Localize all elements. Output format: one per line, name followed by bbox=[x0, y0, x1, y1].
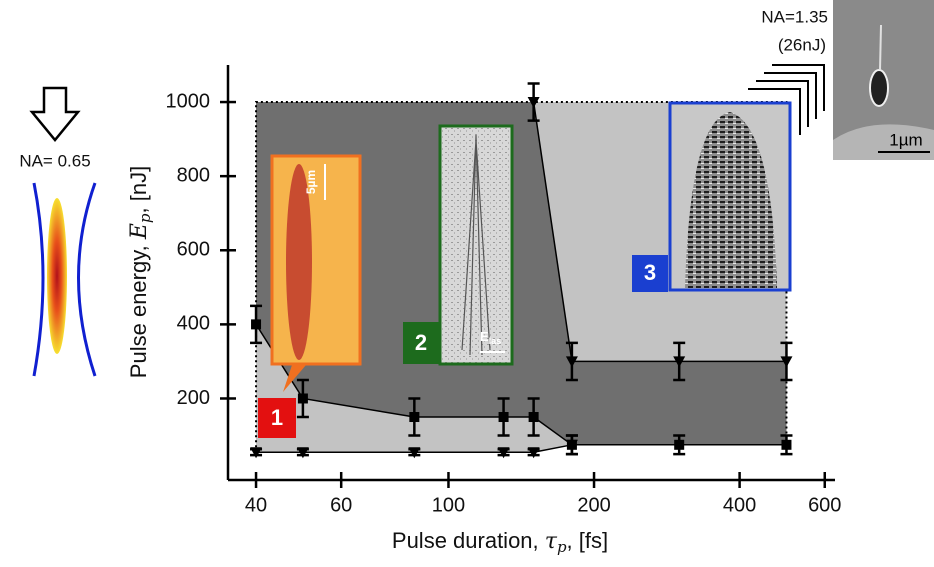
marker bbox=[498, 412, 509, 423]
sem-void bbox=[869, 69, 889, 107]
na-right: NA=1.35 bbox=[761, 7, 828, 26]
x-tick-label: 600 bbox=[808, 494, 841, 516]
x-tick-label: 60 bbox=[330, 494, 352, 516]
marker bbox=[250, 447, 263, 459]
scale-label: 5µm bbox=[304, 170, 318, 194]
x-axis-label: Pulse duration, τp, [fs] bbox=[392, 528, 608, 556]
region-badge bbox=[258, 398, 296, 438]
y-label-sub: p bbox=[136, 213, 154, 223]
marker bbox=[297, 393, 308, 404]
series-line bbox=[532, 101, 787, 363]
y-tick-label: 800 bbox=[177, 164, 210, 186]
marker bbox=[673, 356, 686, 368]
marker bbox=[296, 447, 309, 459]
y-label-unit: , [nJ] bbox=[126, 166, 151, 214]
region-label: 1 bbox=[271, 405, 283, 430]
region-label: 2 bbox=[415, 330, 427, 355]
x-tick-label: 40 bbox=[245, 494, 267, 516]
x-label-unit: , [fs] bbox=[567, 528, 609, 553]
arrow bbox=[29, 86, 81, 142]
y-axis-label: Pulse energy, Ep, [nJ] bbox=[126, 166, 154, 378]
marker bbox=[674, 439, 685, 450]
region-dark bbox=[256, 102, 787, 445]
beam-edge bbox=[77, 182, 97, 377]
y-tick-label: 600 bbox=[177, 239, 210, 261]
field-sub: las bbox=[489, 336, 502, 346]
marker bbox=[565, 356, 578, 368]
inset-2: 2 Elas bbox=[403, 124, 514, 366]
inset-image bbox=[438, 124, 514, 366]
y-tick-label: 400 bbox=[177, 313, 210, 335]
field-label: Elas bbox=[480, 329, 501, 346]
region-badge bbox=[403, 322, 440, 364]
marker bbox=[251, 319, 262, 330]
inset-3: 3 bbox=[632, 101, 792, 292]
scale-label: 1µm bbox=[889, 130, 922, 149]
marker bbox=[527, 97, 540, 109]
marker bbox=[408, 447, 421, 459]
y-label-symbol: E bbox=[127, 223, 152, 240]
marker bbox=[528, 412, 539, 423]
sem-channel bbox=[879, 24, 882, 71]
stack-lines bbox=[748, 64, 825, 135]
x-tick-label: 400 bbox=[723, 494, 756, 516]
x-label-sub: p bbox=[557, 538, 567, 556]
damage-pattern bbox=[685, 112, 777, 288]
inset-sem: 1µm NA=1.35 (26nJ) bbox=[748, 0, 934, 160]
series-line bbox=[256, 444, 573, 453]
damage-track bbox=[286, 164, 312, 360]
na-left: NA= 0.65 bbox=[19, 151, 90, 170]
field-main: E bbox=[480, 329, 489, 344]
x-tick-label: 200 bbox=[577, 494, 610, 516]
marker bbox=[781, 439, 792, 450]
series-line bbox=[255, 323, 787, 446]
marker bbox=[527, 447, 540, 459]
callout bbox=[283, 365, 306, 392]
x-label-symbol: τ bbox=[545, 529, 558, 554]
energy-right: (26nJ) bbox=[778, 35, 826, 54]
focal-spot bbox=[47, 198, 67, 354]
y-tick-label: 1000 bbox=[166, 90, 211, 112]
inset-1: 5µm 1 bbox=[258, 154, 362, 438]
marker bbox=[780, 356, 793, 368]
y-label-text: Pulse energy, bbox=[126, 239, 151, 378]
x-tick-label: 100 bbox=[432, 494, 465, 516]
y-tick-label: 200 bbox=[177, 387, 210, 409]
ripples bbox=[461, 134, 491, 356]
marker bbox=[409, 412, 420, 423]
x-label-text: Pulse duration, bbox=[392, 528, 545, 553]
marker bbox=[565, 439, 578, 451]
region-badge bbox=[632, 255, 668, 292]
region-label: 3 bbox=[644, 260, 656, 285]
marker bbox=[497, 447, 510, 459]
beam-edge bbox=[32, 182, 45, 377]
focus-sketch: NA= 0.65 bbox=[19, 86, 97, 377]
